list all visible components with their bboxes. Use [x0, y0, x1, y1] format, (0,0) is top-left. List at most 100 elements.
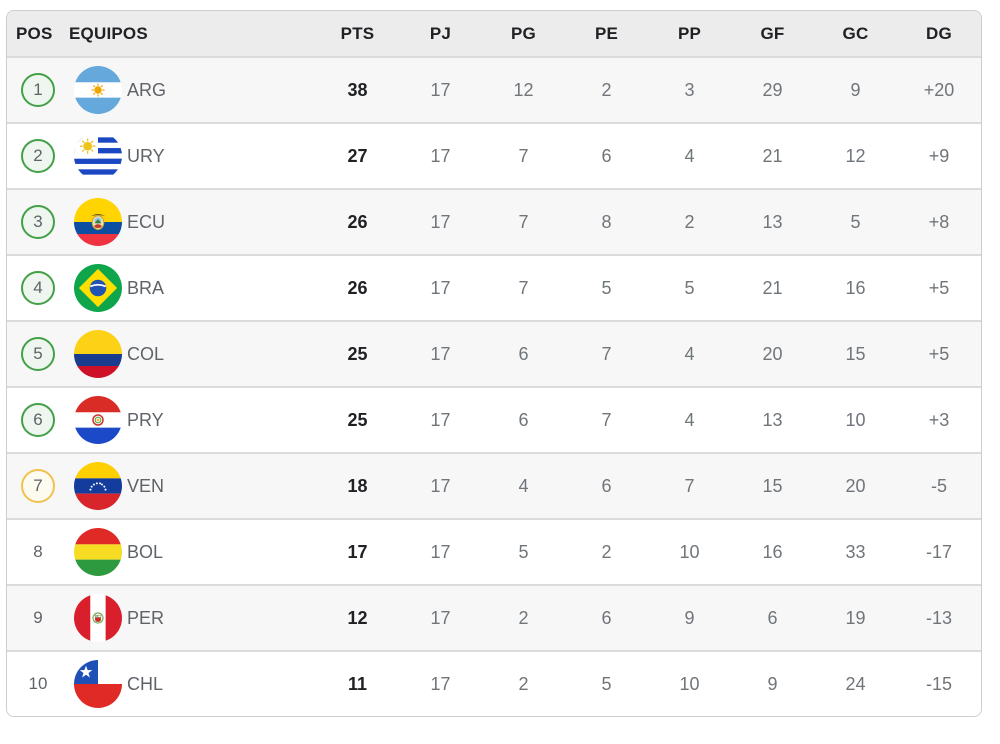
- draws-cell: 7: [601, 409, 612, 430]
- header-pts: PTS: [340, 23, 375, 43]
- points-cell: 18: [347, 475, 368, 496]
- header-pg: PG: [511, 23, 536, 43]
- position-badge: 1: [21, 73, 55, 107]
- played-cell: 17: [430, 475, 451, 496]
- played-cell: 17: [430, 541, 451, 562]
- goals-for-cell: 29: [762, 79, 783, 100]
- header-dg: DG: [926, 23, 952, 43]
- table-row: 7 VEN 18 17 4 6 7 15 20 -5: [7, 452, 981, 518]
- losses-cell: 7: [684, 475, 695, 496]
- goals-for-cell: 13: [762, 211, 783, 232]
- brazil-flag: [74, 264, 122, 312]
- goals-against-cell: 24: [845, 673, 866, 694]
- goals-for-cell: 13: [762, 409, 783, 430]
- team-code: PER: [127, 607, 165, 628]
- table-header-row: POS EQUIPOS PTS PJ PG PE PP GF GC DG: [7, 11, 981, 56]
- position-badge: 6: [21, 403, 55, 437]
- points-cell: 17: [347, 541, 368, 562]
- table-row: 1 ARG 38 17 12 2 3 29 9 +20: [7, 56, 981, 122]
- header-gf: GF: [760, 23, 785, 43]
- wins-cell: 2: [518, 607, 529, 628]
- header-equipos: EQUIPOS: [69, 23, 148, 43]
- wins-cell: 2: [518, 673, 529, 694]
- played-cell: 17: [430, 673, 451, 694]
- draws-cell: 5: [601, 673, 612, 694]
- wins-cell: 5: [518, 541, 529, 562]
- team-code: COL: [127, 343, 165, 364]
- flag-cell: [69, 594, 127, 642]
- played-cell: 17: [430, 343, 451, 364]
- uruguay-flag: [74, 132, 122, 180]
- header-gc: GC: [842, 23, 869, 43]
- played-cell: 17: [430, 79, 451, 100]
- goals-against-cell: 10: [845, 409, 866, 430]
- position-cell: 3: [7, 205, 69, 239]
- standings-table: POS EQUIPOS PTS PJ PG PE PP GF GC DG 1 A…: [6, 10, 982, 717]
- points-cell: 27: [347, 145, 368, 166]
- goal-diff-cell: -15: [925, 673, 952, 694]
- points-cell: 25: [347, 343, 368, 364]
- flag-cell: [69, 660, 127, 708]
- position-cell: 8: [7, 535, 69, 569]
- position-badge: 8: [33, 542, 43, 561]
- header-pp: PP: [677, 23, 702, 43]
- flag-cell: [69, 132, 127, 180]
- bolivia-flag: [74, 528, 122, 576]
- draws-cell: 6: [601, 607, 612, 628]
- table-row: 10 CHL 11 17 2 5 10 9 24 -15: [7, 650, 981, 716]
- goals-for-cell: 20: [762, 343, 783, 364]
- position-cell: 9: [7, 601, 69, 635]
- points-cell: 26: [347, 211, 368, 232]
- table-row: 8 BOL 17 17 5 2 10 16 33 -17: [7, 518, 981, 584]
- position-cell: 4: [7, 271, 69, 305]
- peru-flag: [74, 594, 122, 642]
- position-badge: 10: [28, 674, 48, 693]
- goal-diff-cell: +8: [928, 211, 950, 232]
- position-badge: 7: [21, 469, 55, 503]
- draws-cell: 6: [601, 145, 612, 166]
- goals-for-cell: 21: [762, 145, 783, 166]
- goals-against-cell: 33: [845, 541, 866, 562]
- colombia-flag: [74, 330, 122, 378]
- losses-cell: 10: [679, 673, 700, 694]
- flag-cell: [69, 396, 127, 444]
- flag-cell: [69, 330, 127, 378]
- played-cell: 17: [430, 607, 451, 628]
- draws-cell: 5: [601, 277, 612, 298]
- flag-cell: [69, 66, 127, 114]
- goals-for-cell: 9: [767, 673, 778, 694]
- goals-against-cell: 5: [850, 211, 861, 232]
- goal-diff-cell: -5: [930, 475, 947, 496]
- losses-cell: 5: [684, 277, 695, 298]
- played-cell: 17: [430, 409, 451, 430]
- wins-cell: 6: [518, 409, 529, 430]
- wins-cell: 7: [518, 211, 529, 232]
- played-cell: 17: [430, 277, 451, 298]
- played-cell: 17: [430, 211, 451, 232]
- losses-cell: 3: [684, 79, 695, 100]
- goals-against-cell: 20: [845, 475, 866, 496]
- table-row: 2 URY 27 17 7 6 4 21 12 +9: [7, 122, 981, 188]
- table-row: 4 BRA 26 17 7 5 5 21 16 +5: [7, 254, 981, 320]
- losses-cell: 4: [684, 145, 695, 166]
- draws-cell: 7: [601, 343, 612, 364]
- played-cell: 17: [430, 145, 451, 166]
- team-code: VEN: [127, 475, 165, 496]
- ecuador-flag: [74, 198, 122, 246]
- points-cell: 26: [347, 277, 368, 298]
- header-pos: POS: [16, 23, 53, 43]
- goals-against-cell: 16: [845, 277, 866, 298]
- team-code: ARG: [127, 79, 167, 100]
- losses-cell: 9: [684, 607, 695, 628]
- goals-for-cell: 16: [762, 541, 783, 562]
- draws-cell: 6: [601, 475, 612, 496]
- team-code: ECU: [127, 211, 166, 232]
- draws-cell: 2: [601, 541, 612, 562]
- team-code: PRY: [127, 409, 164, 430]
- team-code: BRA: [127, 277, 165, 298]
- goals-for-cell: 21: [762, 277, 783, 298]
- position-badge: 2: [21, 139, 55, 173]
- team-code: URY: [127, 145, 165, 166]
- flag-cell: [69, 462, 127, 510]
- header-pj: PJ: [429, 23, 452, 43]
